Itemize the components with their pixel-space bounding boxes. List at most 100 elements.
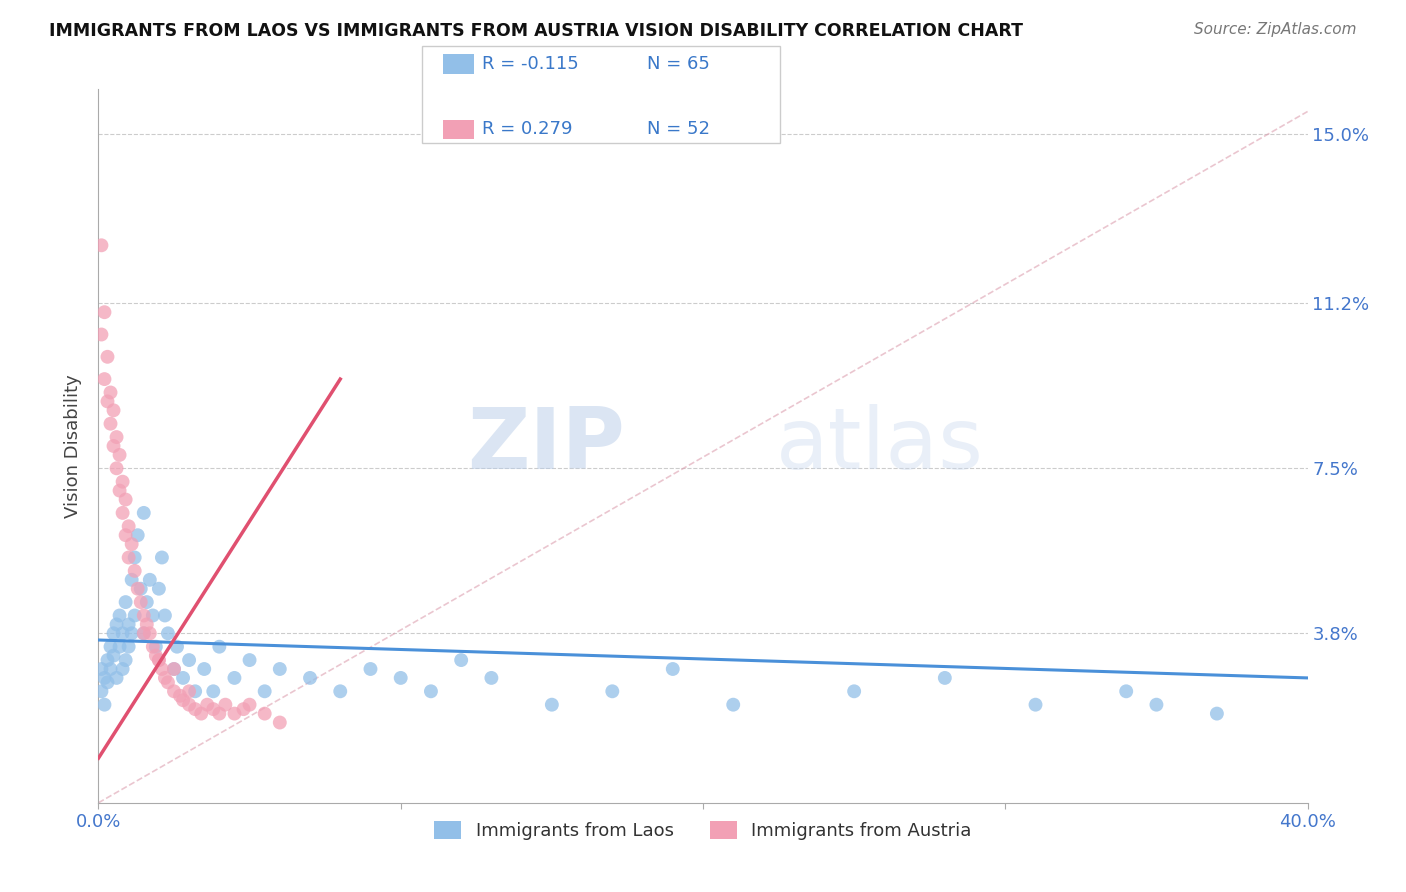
- Point: [934, 671, 956, 685]
- Point: [239, 698, 262, 712]
- Point: [132, 626, 155, 640]
- Point: [100, 417, 122, 431]
- Point: [111, 475, 134, 489]
- Point: [179, 653, 201, 667]
- Text: ZIP: ZIP: [467, 404, 624, 488]
- Point: [103, 403, 125, 417]
- Point: [121, 537, 143, 551]
- Point: [360, 662, 382, 676]
- Point: [450, 653, 472, 667]
- Point: [103, 439, 125, 453]
- Point: [100, 662, 122, 676]
- Point: [124, 550, 146, 565]
- Point: [163, 662, 186, 676]
- Point: [139, 626, 162, 640]
- Point: [132, 608, 155, 623]
- Point: [90, 662, 112, 676]
- Point: [142, 608, 165, 623]
- Point: [1024, 698, 1046, 712]
- Point: [108, 640, 131, 654]
- Point: [96, 350, 118, 364]
- Point: [184, 684, 207, 698]
- Point: [299, 671, 322, 685]
- Point: [540, 698, 562, 712]
- Point: [148, 582, 170, 596]
- Point: [129, 582, 152, 596]
- Point: [127, 582, 149, 596]
- Point: [190, 706, 212, 721]
- Text: IMMIGRANTS FROM LAOS VS IMMIGRANTS FROM AUSTRIA VISION DISABILITY CORRELATION CH: IMMIGRANTS FROM LAOS VS IMMIGRANTS FROM …: [49, 22, 1024, 40]
- Point: [202, 684, 225, 698]
- Text: N = 65: N = 65: [647, 55, 710, 73]
- Point: [103, 648, 125, 663]
- Point: [844, 684, 866, 698]
- Point: [90, 327, 112, 342]
- Point: [269, 662, 291, 676]
- Point: [148, 653, 170, 667]
- Text: Source: ZipAtlas.com: Source: ZipAtlas.com: [1194, 22, 1357, 37]
- Point: [100, 385, 122, 400]
- Point: [661, 662, 683, 676]
- Point: [111, 506, 134, 520]
- Point: [184, 702, 207, 716]
- Point: [208, 640, 231, 654]
- Point: [172, 671, 194, 685]
- Point: [135, 595, 157, 609]
- Point: [145, 648, 167, 663]
- Point: [96, 675, 118, 690]
- Point: [114, 528, 136, 542]
- Point: [118, 519, 141, 533]
- Point: [1206, 706, 1229, 721]
- Point: [202, 702, 225, 716]
- Text: N = 52: N = 52: [647, 120, 710, 138]
- Point: [132, 506, 155, 520]
- Point: [139, 573, 162, 587]
- Point: [153, 671, 176, 685]
- Point: [96, 653, 118, 667]
- Point: [108, 483, 131, 498]
- Point: [153, 608, 176, 623]
- Point: [1115, 684, 1137, 698]
- Point: [239, 653, 262, 667]
- Y-axis label: Vision Disability: Vision Disability: [65, 374, 83, 518]
- Point: [148, 653, 170, 667]
- Point: [100, 640, 122, 654]
- Point: [389, 671, 412, 685]
- Point: [253, 684, 276, 698]
- Point: [96, 394, 118, 409]
- Point: [124, 564, 146, 578]
- Point: [105, 430, 128, 444]
- Point: [420, 684, 443, 698]
- Point: [723, 698, 745, 712]
- Point: [193, 662, 215, 676]
- Point: [150, 550, 173, 565]
- Point: [156, 626, 179, 640]
- Point: [118, 617, 141, 632]
- Point: [169, 689, 191, 703]
- Point: [142, 640, 165, 654]
- Point: [103, 626, 125, 640]
- Point: [602, 684, 624, 698]
- Point: [90, 238, 112, 252]
- Point: [114, 492, 136, 507]
- Point: [145, 640, 167, 654]
- Point: [93, 698, 115, 712]
- Point: [135, 617, 157, 632]
- Text: R = 0.279: R = 0.279: [482, 120, 572, 138]
- Point: [105, 461, 128, 475]
- Point: [124, 608, 146, 623]
- Point: [105, 617, 128, 632]
- Point: [269, 715, 291, 730]
- Point: [121, 573, 143, 587]
- Point: [111, 626, 134, 640]
- Point: [156, 675, 179, 690]
- Point: [329, 684, 352, 698]
- Point: [105, 671, 128, 685]
- Point: [232, 702, 254, 716]
- Point: [93, 372, 115, 386]
- Point: [132, 626, 155, 640]
- Point: [208, 706, 231, 721]
- Point: [195, 698, 218, 712]
- Point: [224, 671, 246, 685]
- Text: atlas: atlas: [776, 404, 984, 488]
